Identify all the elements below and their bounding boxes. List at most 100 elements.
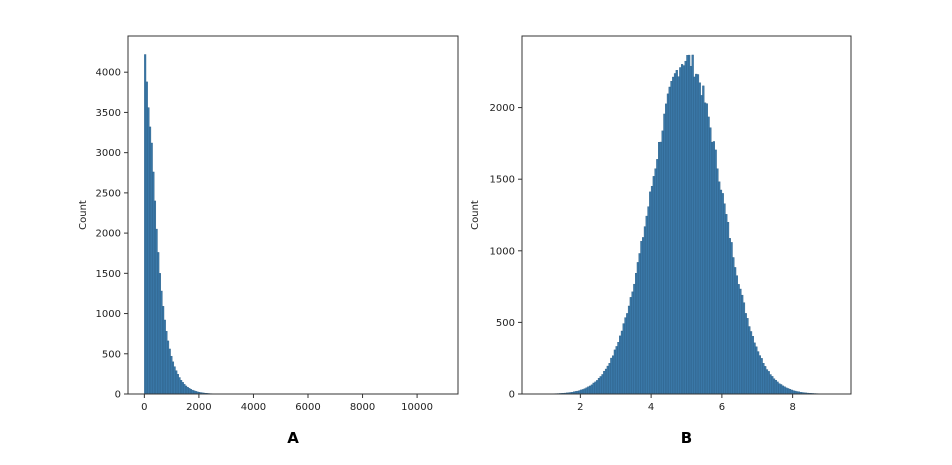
histogram-bar [162, 306, 164, 394]
y-tick-label: 0 [509, 390, 515, 401]
histogram-bar [679, 68, 681, 395]
histogram-bar [586, 388, 588, 394]
histogram-bar [784, 387, 786, 394]
histogram-bar [655, 169, 657, 394]
histogram-bar [177, 374, 179, 394]
panel-label: A [287, 429, 299, 447]
histogram-bar [738, 284, 740, 394]
y-tick-label: 2500 [96, 188, 121, 199]
histogram-bar [159, 273, 161, 394]
y-tick-label: 1500 [96, 269, 121, 280]
histogram-bar [623, 324, 625, 394]
histogram-bar [736, 276, 738, 394]
histogram-bar [653, 176, 655, 394]
histogram-bar [701, 95, 703, 394]
histogram-bar [180, 380, 182, 394]
histogram-bar [658, 142, 660, 394]
histogram-bar [764, 366, 766, 394]
histogram-bar [584, 389, 586, 394]
y-tick-label: 2000 [490, 103, 515, 114]
histogram-bar [778, 384, 780, 394]
histogram-bar [184, 384, 186, 394]
histogram-bar [593, 383, 595, 394]
y-tick-label: 500 [496, 318, 515, 329]
histogram-bar [722, 193, 724, 394]
histogram-bar [771, 376, 773, 394]
histogram-bar [148, 108, 150, 394]
histogram-bar [621, 331, 623, 394]
histogram-bar [664, 114, 666, 394]
histogram-bar [740, 289, 742, 394]
histogram-bar [174, 367, 176, 394]
x-tick-label: 2000 [186, 402, 211, 413]
histogram-bar [598, 378, 600, 394]
histogram-bar [641, 241, 643, 394]
histogram-bar [702, 86, 704, 394]
x-tick-label: 8000 [350, 402, 375, 413]
histogram-bar [580, 390, 582, 394]
y-tick-label: 4000 [96, 68, 121, 79]
histogram-bar [777, 382, 779, 394]
histogram-bar [596, 380, 598, 394]
histogram-bar [667, 94, 669, 394]
histogram-bar [695, 74, 697, 394]
histogram-bars [534, 55, 838, 394]
x-tick-label: 6 [719, 402, 725, 413]
histogram-bar [192, 390, 194, 394]
y-tick-label: 2000 [96, 229, 121, 240]
histogram-bar [646, 216, 648, 394]
histogram-bar [600, 376, 602, 394]
histogram-bar [718, 182, 720, 394]
histogram-bar [685, 61, 687, 394]
histogram-bar [748, 327, 750, 394]
histogram-bar [715, 150, 717, 394]
histogram-bar [182, 382, 184, 394]
histogram-bar [189, 388, 191, 394]
histogram-bar [602, 374, 604, 394]
histogram-bar [732, 257, 734, 394]
y-tick-label: 1000 [96, 309, 121, 320]
histogram-bar [688, 55, 690, 394]
histogram-bar [752, 336, 754, 394]
histogram-bar [669, 87, 671, 394]
histogram-bar [706, 104, 708, 394]
histogram-bar [149, 127, 151, 394]
histogram-bar [619, 336, 621, 394]
histogram-bar [153, 172, 155, 394]
histogram-bar [731, 242, 733, 394]
histogram-bar [651, 186, 653, 394]
histogram-bar [185, 386, 187, 394]
histogram-bar [635, 273, 637, 394]
histogram-bar [709, 128, 711, 394]
histogram-bar [759, 356, 761, 394]
y-tick-label: 500 [102, 349, 121, 360]
histogram-bar [690, 66, 692, 394]
panel-label: B [681, 429, 692, 447]
histogram-bar [167, 341, 169, 394]
histogram-bar [644, 227, 646, 394]
histogram-bar [665, 104, 667, 394]
histogram-bar [750, 331, 752, 394]
histogram-bar [754, 343, 756, 394]
histogram-bar [724, 204, 726, 394]
y-axis-label: Count [78, 200, 89, 230]
x-tick-label: 10000 [401, 402, 433, 413]
histogram-bar [674, 73, 676, 394]
histogram-bar [605, 369, 607, 394]
x-tick-label: 2 [577, 402, 583, 413]
histogram-bar [607, 366, 609, 394]
histogram-bar [166, 331, 168, 394]
histogram-bar [582, 389, 584, 394]
x-tick-label: 0 [141, 402, 147, 413]
histogram-bar [708, 117, 710, 394]
histogram-bar [151, 143, 153, 394]
histogram-bar [775, 380, 777, 394]
histogram-bar [761, 358, 763, 394]
y-axis-label: Count [470, 200, 481, 230]
histogram-bar [755, 347, 757, 394]
x-tick-label: 8 [789, 402, 795, 413]
histogram-bar [618, 342, 620, 394]
